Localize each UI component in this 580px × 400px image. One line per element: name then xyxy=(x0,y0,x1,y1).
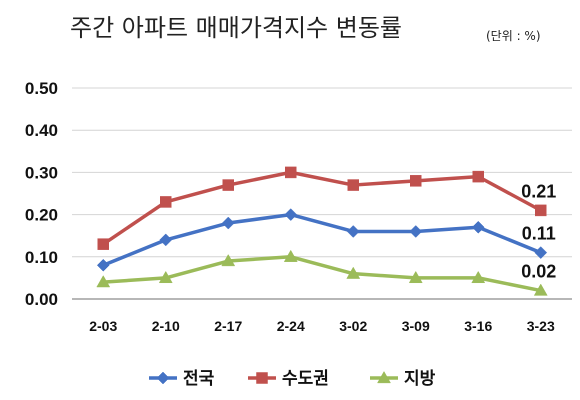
series-2-point xyxy=(97,238,109,250)
chart-title: 주간 아파트 매매가격지수 변동률 xyxy=(70,14,402,42)
series-2-point xyxy=(285,166,297,179)
x-tick-label: 3-02 xyxy=(339,318,367,334)
x-axis-ticks: 2-03 2-10 2-17 2-24 3-02 3-09 3-16 3-23 xyxy=(89,318,555,334)
end-label: 0.21 xyxy=(521,181,556,201)
legend-item: 수도권 xyxy=(248,369,329,389)
legend-3-point xyxy=(377,370,391,384)
series-3-point xyxy=(533,283,548,296)
series-1 xyxy=(96,208,548,272)
series-group xyxy=(96,166,548,296)
series-3-point xyxy=(221,254,236,267)
series-3-point xyxy=(346,266,361,279)
legend-1-point xyxy=(156,371,170,385)
series-3 xyxy=(96,249,548,296)
legend: 전국 수도권 지방 xyxy=(149,369,436,389)
series-2-point xyxy=(222,179,234,191)
y-tick-label: 0.20 xyxy=(25,206,58,225)
series-2 xyxy=(97,166,547,250)
x-tick-label: 3-09 xyxy=(402,318,430,334)
series-3-point xyxy=(158,270,173,284)
y-tick-label: 0.50 xyxy=(25,79,58,98)
legend-label: 수도권 xyxy=(282,369,329,389)
legend-label: 지방 xyxy=(404,369,436,389)
series-1-point xyxy=(534,246,548,259)
series-1-point xyxy=(284,208,298,221)
series-1-point xyxy=(159,233,173,247)
series-3-point xyxy=(283,249,298,262)
unit-note: (단위 : %) xyxy=(486,29,541,43)
series-2-point xyxy=(160,196,172,208)
legend-item: 지방 xyxy=(370,369,436,389)
x-tick-label: 2-24 xyxy=(277,318,305,334)
y-tick-label: 0.30 xyxy=(25,163,58,182)
x-tick-label: 3-16 xyxy=(464,318,492,334)
legend-label: 전국 xyxy=(183,369,215,389)
y-tick-label: 0.00 xyxy=(25,290,58,309)
series-2-point xyxy=(472,170,484,183)
series-2-point xyxy=(535,204,547,217)
series-3-line xyxy=(103,255,542,293)
y-axis-ticks: 0.00 0.10 0.20 0.30 0.40 0.50 xyxy=(25,79,58,309)
series-3-point xyxy=(96,275,111,288)
series-2-line xyxy=(102,170,542,246)
y-tick-label: 0.40 xyxy=(25,121,58,140)
series-1-line xyxy=(102,212,542,267)
series-3-point xyxy=(408,270,423,284)
series-1-point xyxy=(409,225,423,238)
series-1-point xyxy=(346,225,360,238)
series-1-point xyxy=(96,258,110,272)
legend-item: 전국 xyxy=(149,369,215,389)
end-label: 0.11 xyxy=(522,224,556,244)
y-tick-label: 0.10 xyxy=(25,248,58,267)
end-label: 0.02 xyxy=(521,262,556,282)
x-tick-label: 2-17 xyxy=(214,318,242,334)
gridlines xyxy=(72,87,572,300)
x-tick-label: 2-10 xyxy=(152,318,180,334)
x-tick-label: 2-03 xyxy=(89,318,117,334)
series-3-point xyxy=(471,270,486,284)
x-tick-label: 3-23 xyxy=(527,318,555,334)
series-1-point xyxy=(471,220,485,234)
series-2-point xyxy=(347,179,359,191)
series-2-point xyxy=(410,175,422,187)
end-labels: 0.11 0.21 0.02 xyxy=(521,181,556,281)
legend-2-point xyxy=(256,372,268,384)
series-1-point xyxy=(221,216,235,230)
